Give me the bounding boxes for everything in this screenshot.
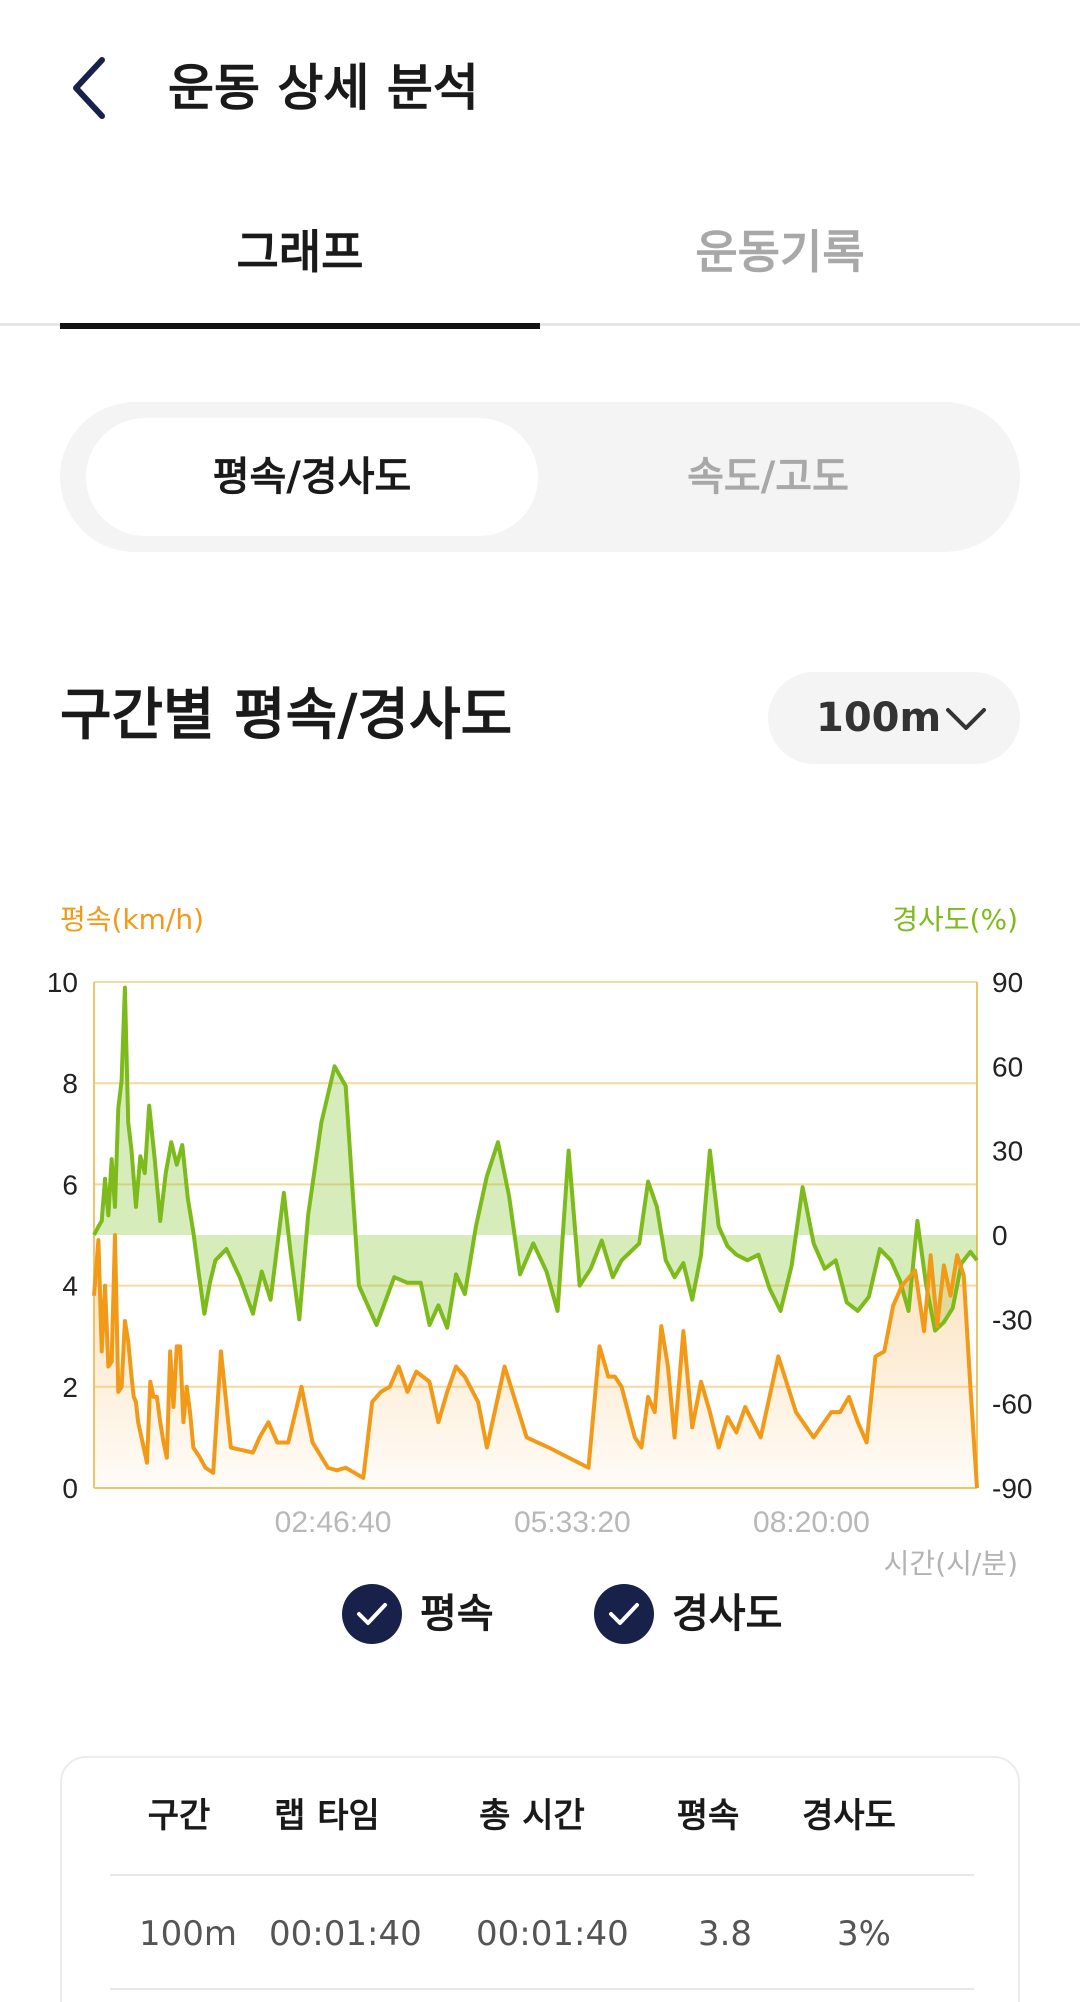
legend-toggle-slope[interactable]: 경사도 bbox=[594, 1584, 794, 1648]
table-cell: 00:01:40 bbox=[269, 1914, 422, 1954]
y-tick-label: 10 bbox=[47, 967, 78, 998]
column-header: 평속 bbox=[676, 1796, 740, 1836]
column-header: 경사도 bbox=[802, 1796, 896, 1836]
interval-value: 100m bbox=[816, 695, 942, 741]
back-button[interactable] bbox=[62, 52, 126, 124]
interval-table: 구간 랩 타임 총 시간 평속 경사도 100m 00:01:40 00:01:… bbox=[60, 1756, 1020, 2002]
y-tick-label: 2 bbox=[62, 1372, 78, 1403]
y2-tick-label: 90 bbox=[992, 967, 1023, 998]
x-tick-label: 05:33:20 bbox=[514, 1506, 631, 1539]
tab-exercise-record[interactable]: 운동기록 bbox=[695, 225, 865, 279]
speed-area bbox=[94, 1235, 977, 1488]
left-axis-title: 평속(km/h) bbox=[60, 903, 205, 936]
slope-area bbox=[94, 987, 977, 1331]
y-tick-label: 8 bbox=[62, 1068, 78, 1099]
table-cell: 3% bbox=[837, 1914, 891, 1954]
x-axis-title: 시간(시/분) bbox=[883, 1547, 1018, 1580]
column-header: 구간 bbox=[147, 1796, 211, 1836]
table-header: 구간 랩 타임 총 시간 평속 경사도 bbox=[110, 1758, 974, 1876]
y-tick-label: 0 bbox=[62, 1473, 78, 1504]
app-header: 운동 상세 분석 bbox=[0, 0, 1080, 170]
y2-tick-label: -60 bbox=[992, 1389, 1032, 1420]
speed-line bbox=[92, 1233, 979, 1489]
y2-tick-label: 30 bbox=[992, 1136, 1023, 1167]
legend-label-speed: 평속 bbox=[420, 1591, 494, 1637]
chart-legend: 평속 경사도 bbox=[0, 1584, 1080, 1648]
column-header: 총 시간 bbox=[479, 1796, 585, 1836]
chart-svg: 10 8 6 4 2 0 90 60 30 0 -30 -60 -90 02:46:40 05:33:20 0… bbox=[47, 967, 1033, 1539]
column-header: 랩 타임 bbox=[274, 1796, 380, 1836]
y-tick-label: 6 bbox=[62, 1169, 78, 1200]
checkbox-checked-icon bbox=[342, 1584, 402, 1644]
checkbox-checked-icon bbox=[594, 1584, 654, 1644]
tab-graph[interactable]: 그래프 bbox=[60, 200, 540, 329]
y2-tick-label: -90 bbox=[992, 1473, 1032, 1504]
page-title: 운동 상세 분석 bbox=[168, 59, 479, 117]
table-cell: 100m bbox=[138, 1914, 237, 1954]
chevron-down-icon bbox=[946, 708, 986, 730]
y2-tick-label: -30 bbox=[992, 1304, 1032, 1335]
chart-type-segment: 평속/경사도 속도/고도 bbox=[60, 402, 1020, 552]
y2-tick-label: 60 bbox=[992, 1051, 1023, 1082]
x-tick-label: 02:46:40 bbox=[275, 1506, 392, 1539]
chevron-left-icon bbox=[73, 57, 105, 119]
slope-line bbox=[92, 985, 979, 1333]
right-axis-title: 경사도(%) bbox=[892, 903, 1018, 936]
legend-toggle-speed[interactable]: 평속 bbox=[342, 1584, 502, 1648]
section-title: 구간별 평속/경사도 bbox=[60, 683, 513, 748]
main-tabs: 그래프 운동기록 bbox=[0, 200, 1080, 329]
table-cell: 3.8 bbox=[697, 1914, 753, 1954]
y-tick-label: 4 bbox=[62, 1271, 78, 1302]
table-cell: 00:01:40 bbox=[476, 1914, 629, 1954]
interval-dropdown[interactable]: 100m bbox=[768, 672, 1020, 764]
segment-avg-speed-slope[interactable]: 평속/경사도 bbox=[86, 418, 538, 536]
table-row[interactable]: 100m 00:01:40 00:01:40 3.8 3% bbox=[110, 1878, 974, 1990]
legend-label-slope: 경사도 bbox=[672, 1591, 783, 1637]
segment-speed-altitude[interactable]: 속도/고도 bbox=[687, 454, 849, 500]
speed-slope-chart: 10 8 6 4 2 0 90 60 30 0 -30 -60 -90 02:46:40 05:33:20 0… bbox=[0, 940, 1080, 1560]
x-tick-label: 08:20:00 bbox=[753, 1506, 870, 1539]
y2-tick-label: 0 bbox=[992, 1220, 1008, 1251]
